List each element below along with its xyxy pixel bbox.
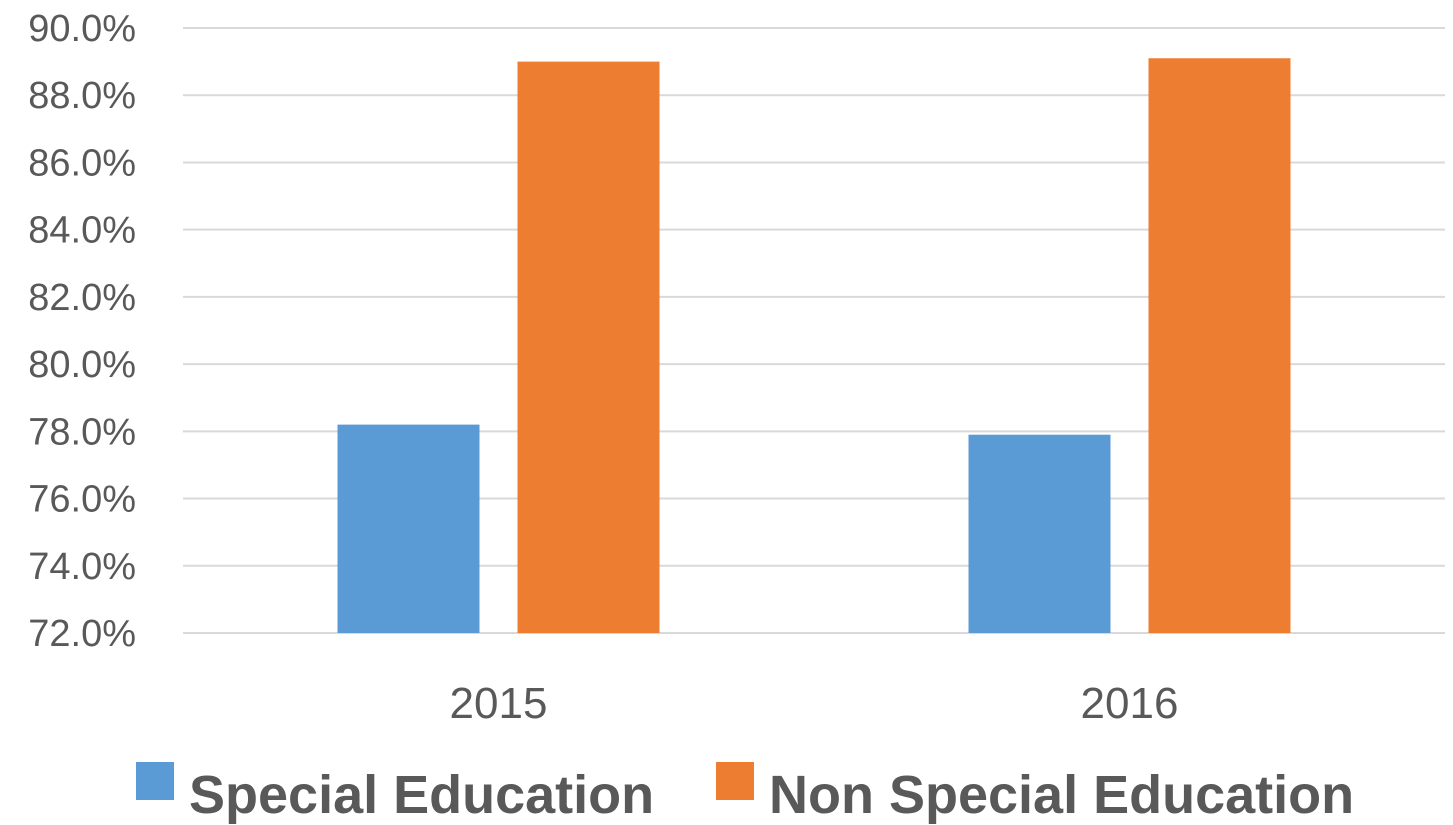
y-tick-label: 88.0% — [28, 75, 136, 117]
y-tick-label: 78.0% — [28, 411, 136, 453]
y-tick-label: 80.0% — [28, 344, 136, 386]
x-category-label: 2015 — [450, 679, 548, 728]
x-axis-category-labels: 2015 2016 — [450, 679, 1179, 728]
y-tick-label: 72.0% — [28, 613, 136, 655]
y-tick-label: 82.0% — [28, 277, 136, 319]
legend: Special Education Non Special Education — [136, 762, 1354, 825]
legend-swatch — [136, 762, 174, 800]
bar-non-special-education-2015 — [517, 61, 660, 634]
bars — [337, 58, 1291, 634]
y-tick-label: 76.0% — [28, 479, 136, 521]
y-tick-label: 74.0% — [28, 546, 136, 588]
legend-swatch — [716, 762, 754, 800]
y-tick-label: 86.0% — [28, 142, 136, 184]
y-tick-label: 90.0% — [28, 8, 136, 50]
y-tick-label: 84.0% — [28, 210, 136, 252]
legend-label: Non Special Education — [769, 765, 1354, 825]
bar-special-education-2016 — [968, 434, 1111, 633]
y-axis-tick-labels: 72.0% 74.0% 76.0% 78.0% 80.0% 82.0% 84.0% 86.0%… — [28, 8, 136, 655]
legend-label: Special Education — [189, 765, 654, 825]
bar-special-education-2015 — [337, 424, 480, 633]
bar-non-special-education-2016 — [1148, 58, 1291, 633]
x-category-label: 2016 — [1081, 679, 1179, 728]
